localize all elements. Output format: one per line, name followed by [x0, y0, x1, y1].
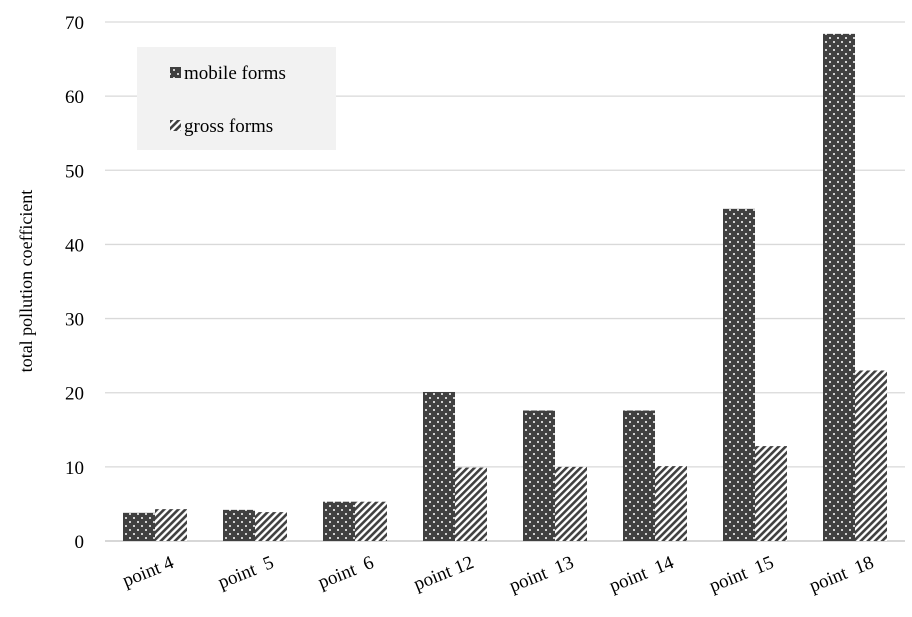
bars [123, 33, 887, 542]
legend: mobile forms gross forms [137, 47, 336, 150]
y-tick-label: 0 [75, 532, 85, 553]
bar-mobile-forms [423, 391, 455, 541]
y-tick-label: 70 [65, 13, 84, 34]
legend-swatch-gross-forms [170, 120, 181, 131]
bar-gross-forms [855, 370, 887, 541]
y-tick-label: 10 [65, 458, 84, 479]
bar-gross-forms [555, 466, 587, 541]
y-tick-label: 30 [65, 310, 84, 331]
bar-mobile-forms [323, 501, 355, 541]
bar-mobile-forms [623, 410, 655, 541]
x-tick-label: point 14 [606, 552, 677, 597]
y-tick-label: 40 [65, 235, 84, 256]
bar-mobile-forms [823, 33, 855, 542]
bar-gross-forms [255, 512, 287, 541]
bar-gross-forms [655, 466, 687, 541]
bar-mobile-forms [223, 509, 255, 541]
y-tick-label: 20 [65, 384, 84, 405]
y-tick-label: 60 [65, 87, 84, 108]
bar-gross-forms [455, 467, 487, 541]
y-tick-label: 50 [65, 161, 84, 182]
bar-mobile-forms [523, 410, 555, 541]
y-axis-ticks: 0 10 20 30 40 50 60 70 [65, 13, 84, 553]
y-axis-label: total pollution coefficient [16, 190, 36, 373]
bar-mobile-forms [123, 512, 155, 541]
x-tick-label: point 4 [120, 552, 178, 592]
x-tick-label: point 13 [506, 552, 577, 597]
legend-label-gross-forms: gross forms [184, 116, 273, 137]
x-tick-label: point 12 [411, 552, 477, 595]
bar-gross-forms [355, 501, 387, 541]
legend-label-mobile-forms: mobile forms [184, 63, 286, 84]
x-axis-ticks: point 4 point 5 point 6 point 12 point 13 poi… [120, 552, 877, 597]
legend-swatch-mobile-forms [170, 67, 181, 78]
x-tick-label: point 18 [806, 552, 877, 597]
bar-gross-forms [755, 446, 787, 541]
legend-background [137, 47, 336, 150]
x-tick-label: point 15 [706, 552, 777, 597]
bar-gross-forms [155, 509, 187, 541]
x-tick-label: point 6 [315, 552, 377, 593]
x-tick-label: point 5 [215, 552, 277, 593]
bar-mobile-forms [723, 208, 755, 541]
